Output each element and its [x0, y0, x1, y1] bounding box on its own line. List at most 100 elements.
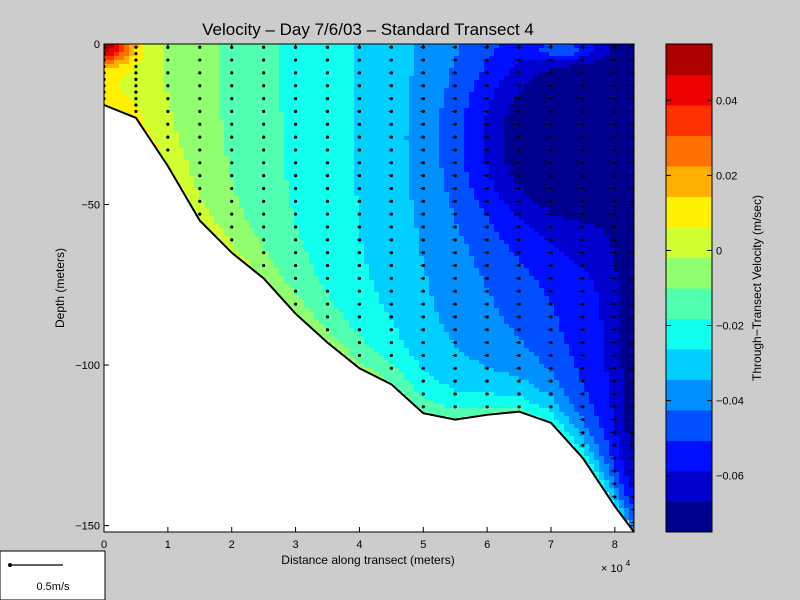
measurement-point [357, 238, 362, 242]
measurement-point [421, 366, 425, 370]
measurement-point [453, 289, 457, 293]
measurement-point [389, 276, 393, 280]
measurement-point [517, 225, 521, 229]
measurement-point [581, 405, 585, 409]
x-tick-label: 6 [484, 539, 490, 551]
measurement-point [581, 430, 585, 435]
measurement-point [262, 71, 266, 75]
colorbar-band [666, 105, 712, 136]
measurement-point [357, 289, 362, 293]
measurement-point [230, 225, 234, 229]
measurement-point [134, 103, 138, 107]
measurement-point [549, 353, 553, 358]
measurement-point [485, 405, 489, 409]
measurement-point [453, 199, 457, 203]
measurement-point [262, 122, 266, 126]
measurement-point [166, 84, 170, 88]
measurement-point [198, 122, 202, 126]
measurement-point [613, 71, 617, 75]
chart-title: Velocity – Day 7/6/03 – Standard Transec… [202, 20, 534, 39]
measurement-point [613, 263, 617, 268]
measurement-point [421, 263, 425, 268]
measurement-point [549, 148, 553, 152]
measurement-point [581, 212, 585, 216]
measurement-point [230, 161, 234, 165]
measurement-point [325, 238, 330, 242]
measurement-point [453, 353, 457, 358]
measurement-point [517, 405, 521, 409]
measurement-point [198, 199, 202, 203]
measurement-point [549, 212, 553, 216]
measurement-point [325, 263, 330, 268]
measurement-point [485, 58, 489, 62]
measurement-point [134, 58, 138, 62]
y-tick-label: −150 [75, 521, 100, 533]
measurement-point [230, 199, 234, 203]
velocity-field [104, 44, 634, 532]
colorbar-bands [666, 44, 712, 533]
colorbar-band [666, 349, 712, 380]
measurement-point [581, 276, 585, 280]
measurement-point [166, 122, 170, 126]
measurement-point [389, 148, 393, 152]
measurement-point [134, 71, 138, 75]
measurement-point [389, 84, 393, 88]
measurement-point [262, 58, 266, 62]
measurement-point [485, 276, 489, 280]
measurement-point [485, 366, 489, 370]
measurement-point [485, 328, 489, 332]
measurement-point [485, 71, 489, 75]
measurement-point [293, 96, 298, 101]
measurement-point [198, 135, 202, 139]
measurement-point [485, 161, 489, 165]
measurement-point [453, 251, 457, 255]
measurement-point [517, 174, 521, 178]
measurement-point [517, 161, 521, 165]
measurement-point [230, 58, 234, 62]
measurement-point [453, 212, 457, 216]
measurement-point [613, 430, 617, 435]
measurement-point [357, 148, 362, 152]
measurement-point [613, 443, 617, 447]
measurement-point [262, 96, 266, 101]
measurement-point [549, 340, 553, 345]
measurement-point [613, 405, 617, 409]
measurement-point [613, 418, 617, 422]
measurement-point [549, 225, 553, 229]
measurement-point [613, 482, 617, 486]
measurement-point [230, 238, 234, 242]
measurement-point [357, 135, 362, 139]
measurement-point [198, 71, 202, 75]
measurement-point [453, 186, 457, 191]
measurement-point [293, 186, 298, 191]
measurement-point [485, 315, 489, 319]
measurement-point [613, 58, 617, 62]
x-tick-label: 1 [165, 539, 171, 551]
measurement-point [325, 96, 330, 101]
measurement-point [357, 302, 362, 306]
measurement-point [421, 161, 425, 165]
measurement-point [485, 148, 489, 152]
measurement-point [453, 263, 457, 268]
measurement-point [453, 276, 457, 280]
measurement-point [262, 225, 266, 229]
measurement-point [230, 96, 234, 101]
measurement-point [581, 45, 585, 49]
measurement-point [262, 84, 266, 88]
measurement-point [198, 212, 202, 216]
measurement-point [357, 212, 362, 216]
measurement-point [517, 302, 521, 306]
measurement-point [581, 392, 585, 396]
measurement-point [613, 186, 617, 191]
measurement-point [389, 174, 393, 178]
measurement-point [389, 45, 393, 49]
measurement-point [613, 199, 617, 203]
measurement-point [421, 84, 425, 88]
measurement-point [453, 148, 457, 152]
measurement-point [198, 84, 202, 88]
colorbar-band [666, 166, 712, 197]
measurement-point [357, 122, 362, 126]
measurement-point [325, 225, 330, 229]
measurement-point [357, 276, 362, 280]
measurement-point [262, 45, 266, 49]
